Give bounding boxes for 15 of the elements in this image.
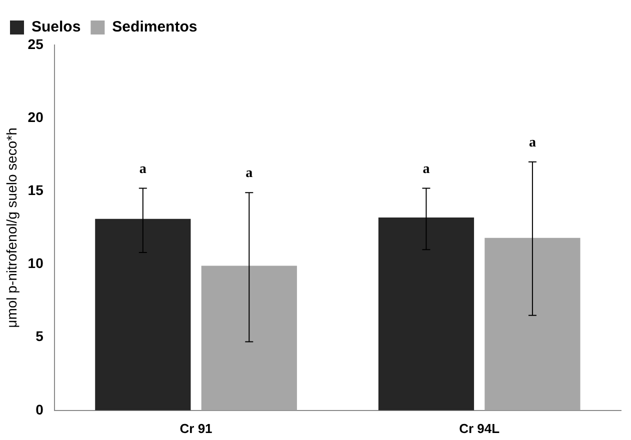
annotation: a [246,166,253,182]
y-tick-label: 10 [28,255,44,272]
x-tick-label: Cr 94L [459,420,500,436]
legend-label: Suelos [32,18,81,36]
annotation: a [422,162,430,177]
annotation: a [139,162,146,177]
y-tick-label: 5 [36,328,44,344]
y-axis-title: μmol p-nitrofenol/g suelo seco*h [3,128,20,328]
annotation: a [528,136,536,151]
y-tick-label: 0 [36,401,44,418]
x-tick-label: Cr 91 [180,420,212,436]
y-tick-label: 25 [28,36,44,52]
legend-label: Sedimentos [112,18,198,36]
y-tick-label: 20 [28,108,44,125]
y-tick-label: 15 [28,182,44,198]
